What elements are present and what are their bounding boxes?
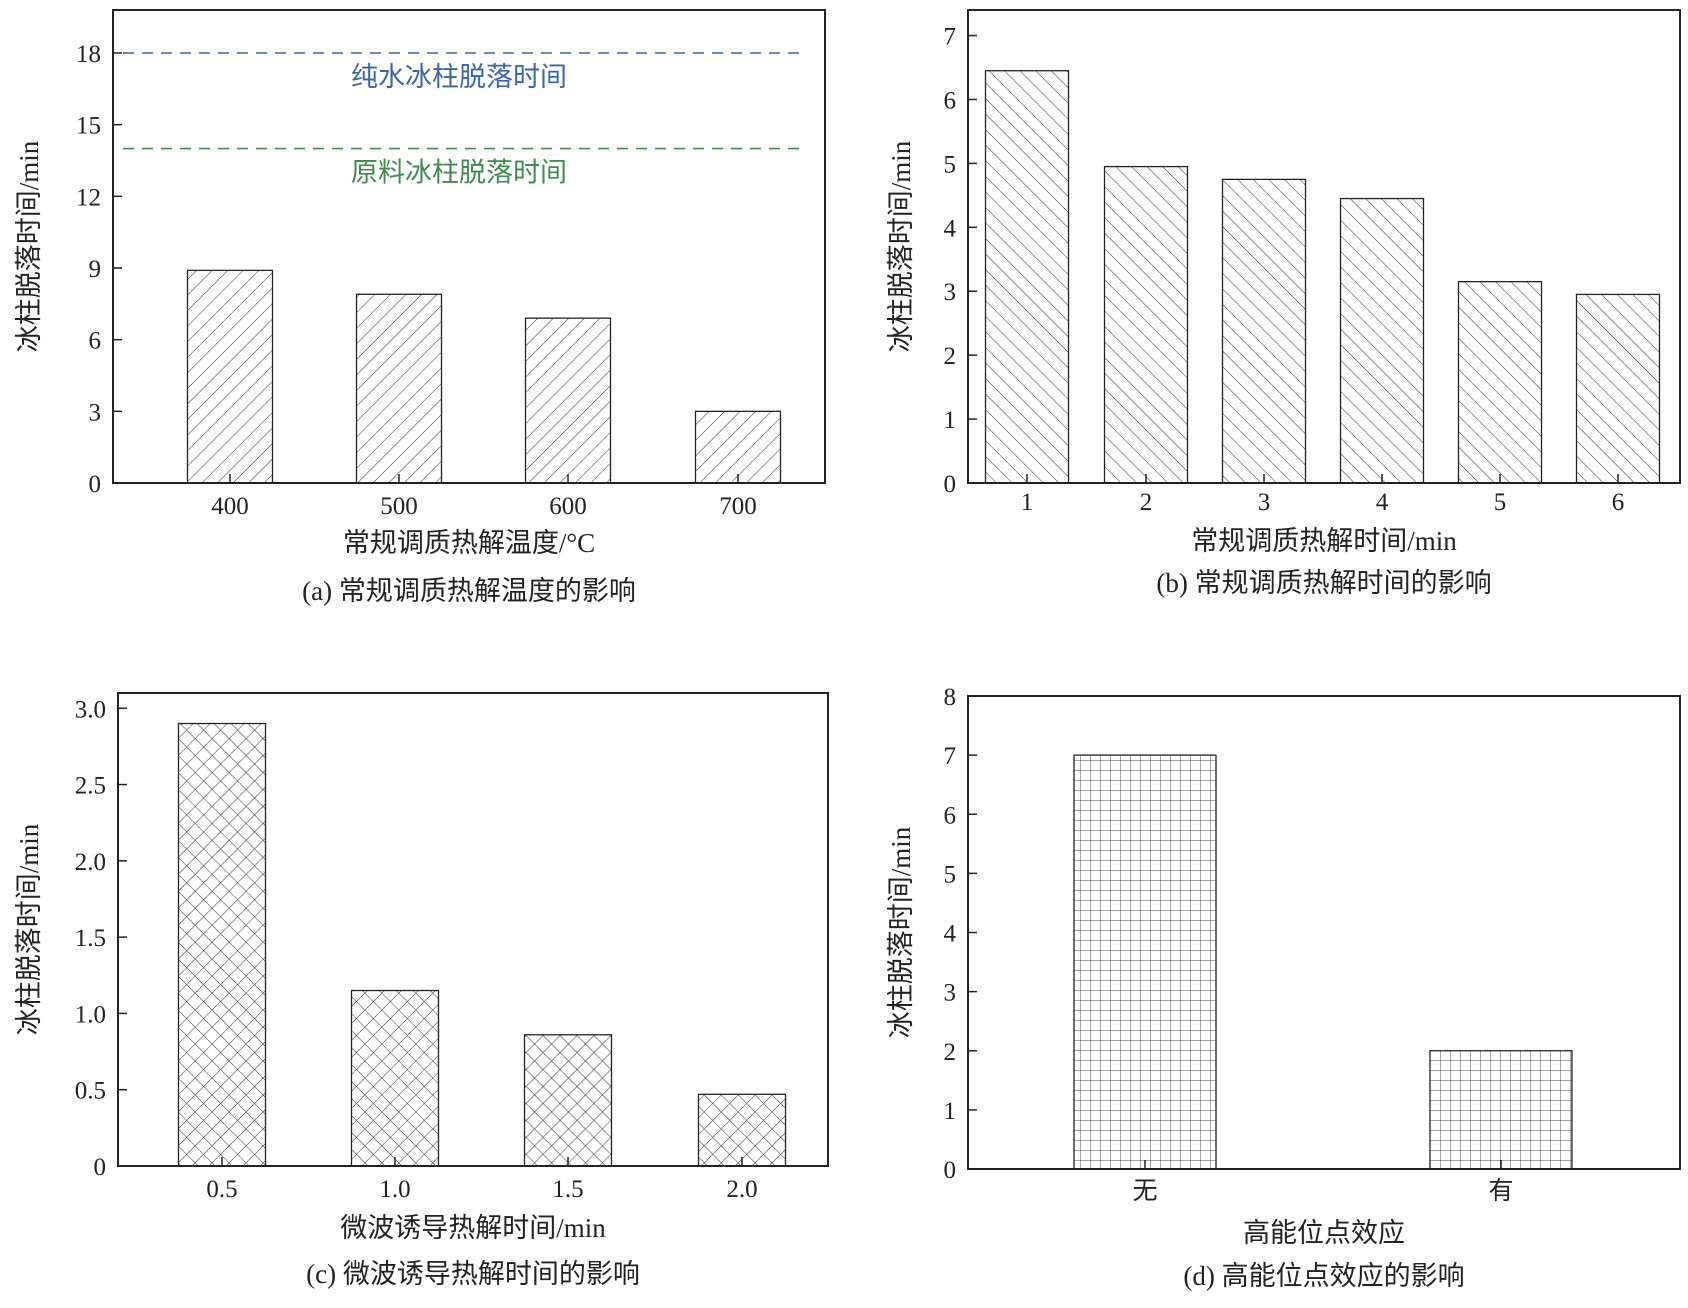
bar: [186, 269, 274, 484]
y-tick-label: 3: [944, 980, 957, 1007]
y-tick-label: 3: [89, 399, 102, 426]
reference-line-label: 原料冰柱脱落时间: [351, 158, 567, 188]
x-axis-label: 高能位点效应: [1243, 1218, 1405, 1248]
y-tick-label: 1.0: [75, 1001, 106, 1028]
x-axis-label: 常规调质热解时间/min: [1191, 526, 1457, 556]
panel-caption: (b) 常规调质热解时间的影响: [1156, 568, 1491, 598]
plot-frame: [117, 692, 829, 1167]
y-tick-label: 15: [76, 113, 101, 140]
y-tick-label: 4: [944, 921, 957, 948]
y-tick-label: 6: [89, 328, 102, 355]
panel-caption: (c) 微波诱导热解时间的影响: [306, 1259, 640, 1289]
bar: [697, 1093, 787, 1167]
y-tick-label: 7: [944, 743, 957, 770]
x-tick-label: 5: [1494, 489, 1507, 516]
x-tick-label: 700: [719, 493, 757, 520]
y-tick-label: 0: [89, 471, 102, 498]
x-tick-label: 1.0: [379, 1176, 410, 1203]
x-tick-label: 600: [549, 493, 587, 520]
y-tick-label: 0: [94, 1154, 107, 1181]
panel-c-chart: 0 0.5 1.0 1.5 2.0 2.5 3.0 0.5 1.0 1.5 2.0 微波诱导热解时间/…: [14, 692, 829, 1289]
bar: [1073, 754, 1217, 1170]
bar: [1221, 178, 1307, 484]
y-tick-label: 9: [89, 256, 102, 283]
y-axis-label: 冰柱脱落时间/min: [14, 140, 44, 352]
y-tick-label: 1: [944, 1098, 957, 1125]
y-tick-label: 1: [944, 407, 957, 434]
y-tick-label: 12: [76, 184, 101, 211]
y-axis-label: 冰柱脱落时间/min: [14, 823, 44, 1035]
x-tick-label: 有: [1488, 1177, 1513, 1205]
y-tick-label: 6: [944, 802, 957, 829]
x-axis-label: 常规调质热解温度/°C: [343, 528, 595, 558]
bar: [1457, 281, 1543, 484]
bar: [984, 70, 1070, 484]
y-tick-label: 5: [944, 861, 957, 888]
reference-line-label: 纯水冰柱脱落时间: [351, 62, 567, 92]
y-tick-label: 2.5: [75, 773, 106, 800]
panel-caption: (d) 高能位点效应的影响: [1183, 1261, 1464, 1291]
y-axis-label: 冰柱脱落时间/min: [886, 140, 916, 352]
y-tick-label: 0: [944, 1157, 957, 1184]
bar: [1103, 165, 1189, 484]
y-tick-label: 8: [944, 684, 957, 711]
bar: [355, 293, 443, 484]
panel-a-chart: 0 3 6 9 12 15 18 400 500 600 700 纯水冰柱脱落时间原料冰柱脱落时间常规…: [14, 9, 826, 606]
x-tick-label: 3: [1258, 489, 1271, 516]
y-tick-label: 2: [944, 343, 957, 370]
panel-b-chart: 0 1 2 3 4 5 6 7 1 2 3 4 5 6 常规调质热解时间/min 冰柱脱落时间/min (b) …: [886, 9, 1681, 598]
x-axis-label: 微波诱导热解时间/min: [340, 1213, 606, 1243]
y-tick-label: 6: [944, 87, 957, 114]
y-axis-label: 冰柱脱落时间/min: [886, 826, 916, 1038]
y-tick-label: 2: [944, 1039, 957, 1066]
x-tick-label: 2.0: [726, 1176, 757, 1203]
x-tick-label: 1: [1021, 489, 1034, 516]
x-tick-label: 400: [211, 493, 249, 520]
x-tick-label: 4: [1376, 489, 1389, 516]
x-tick-label: 1.5: [552, 1176, 583, 1203]
bar: [350, 989, 440, 1167]
y-tick-label: 3: [944, 279, 957, 306]
bar: [694, 410, 782, 484]
bar: [1429, 1050, 1573, 1170]
y-tick-label: 2.0: [75, 849, 106, 876]
x-tick-label: 500: [380, 493, 418, 520]
y-tick-label: 0: [944, 471, 957, 498]
plot-frame: [967, 9, 1681, 484]
bar: [523, 1034, 613, 1167]
plot-frame: [112, 9, 826, 484]
y-tick-label: 0.5: [75, 1078, 106, 1105]
y-tick-label: 7: [944, 24, 957, 51]
x-tick-label: 无: [1132, 1178, 1157, 1205]
bar: [1339, 197, 1425, 484]
y-tick-label: 3.0: [75, 696, 106, 723]
x-tick-label: 6: [1612, 489, 1625, 516]
bar: [1575, 293, 1661, 484]
y-tick-label: 1.5: [75, 925, 106, 952]
bar: [177, 722, 267, 1167]
bar: [524, 317, 612, 484]
y-tick-label: 5: [944, 151, 957, 178]
y-tick-label: 4: [944, 215, 957, 242]
x-tick-label: 2: [1140, 489, 1153, 516]
panel-caption: (a) 常规调质热解温度的影响: [302, 576, 636, 606]
x-tick-label: 0.5: [206, 1176, 237, 1203]
y-tick-label: 18: [76, 41, 101, 68]
